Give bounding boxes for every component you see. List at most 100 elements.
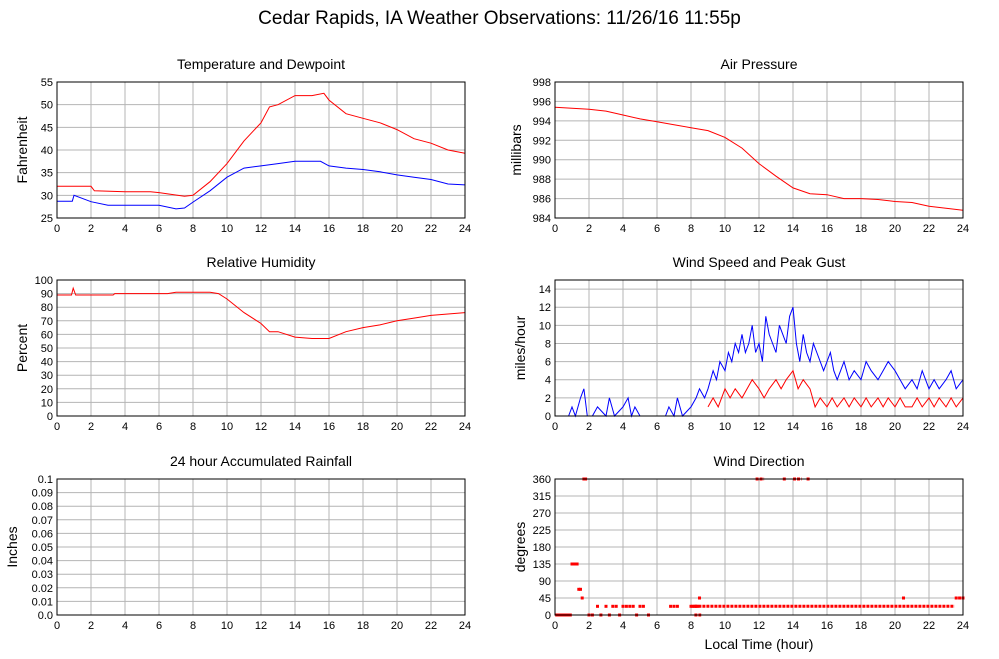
y-tick-label: 25 <box>41 213 53 225</box>
data-point <box>958 596 962 600</box>
x-tick-label: 0 <box>552 620 558 632</box>
data-point <box>954 596 958 600</box>
x-tick-label: 0 <box>54 620 60 632</box>
x-tick-label: 0 <box>552 223 558 235</box>
x-tick-label: 14 <box>289 421 301 433</box>
x-tick-label: 16 <box>821 223 833 235</box>
y-tick-label: 40 <box>41 357 53 369</box>
y-tick-label: 45 <box>41 122 53 134</box>
y-tick-label: 225 <box>533 525 551 537</box>
x-tick-label: 24 <box>957 421 969 433</box>
x-tick-label: 14 <box>787 223 799 235</box>
y-tick-label: 998 <box>533 77 551 89</box>
y-tick-label: 0.07 <box>32 515 53 527</box>
x-tick-label: 10 <box>221 421 233 433</box>
x-tick-label: 22 <box>425 421 437 433</box>
x-tick-label: 22 <box>923 223 935 235</box>
series-line-1 <box>57 160 465 210</box>
y-tick-label: 994 <box>533 116 551 128</box>
x-tick-label: 0 <box>54 223 60 235</box>
data-point <box>624 604 628 608</box>
y-tick-label: 10 <box>41 397 53 409</box>
y-tick-label: 40 <box>41 145 53 157</box>
x-tick-label: 12 <box>255 421 267 433</box>
x-tick-label: 6 <box>654 620 660 632</box>
series-line-0 <box>568 307 963 418</box>
y-tick-label: 988 <box>533 174 551 186</box>
x-tick-label: 4 <box>620 620 626 632</box>
x-tick-label: 2 <box>586 223 592 235</box>
series-line-0 <box>57 286 465 339</box>
x-tick-label: 2 <box>88 223 94 235</box>
data-point <box>604 604 608 608</box>
y-axis-label: Inches <box>4 526 20 567</box>
x-tick-label: 6 <box>156 223 162 235</box>
y-tick-label: 35 <box>41 168 53 180</box>
series-line-0 <box>57 92 465 197</box>
data-point <box>570 562 574 566</box>
x-tick-label: 8 <box>688 421 694 433</box>
x-tick-label: 20 <box>391 620 403 632</box>
x-tick-label: 4 <box>620 421 626 433</box>
data-point <box>596 604 599 608</box>
y-tick-label: 60 <box>41 329 53 341</box>
x-tick-label: 4 <box>122 223 128 235</box>
data-point <box>628 604 632 608</box>
y-tick-label: 90 <box>539 576 551 588</box>
x-tick-label: 6 <box>156 421 162 433</box>
y-tick-label: 6 <box>545 357 551 369</box>
y-axis-label: degrees <box>512 522 528 573</box>
x-tick-label: 24 <box>957 223 969 235</box>
x-tick-label: 4 <box>620 223 626 235</box>
data-point <box>573 562 577 566</box>
data-point <box>672 604 676 608</box>
y-tick-label: 0.05 <box>32 542 53 554</box>
x-tick-label: 14 <box>787 421 799 433</box>
x-tick-label: 14 <box>787 620 799 632</box>
x-tick-label: 2 <box>586 620 592 632</box>
page-title: Cedar Rapids, IA Weather Observations: 1… <box>258 8 741 29</box>
y-tick-label: 996 <box>533 96 551 108</box>
y-tick-label: 2 <box>545 393 551 405</box>
data-point <box>675 604 679 608</box>
x-tick-label: 22 <box>923 620 935 632</box>
data-point <box>691 604 695 608</box>
y-tick-label: 12 <box>539 302 551 314</box>
data-point <box>696 604 700 608</box>
x-tick-label: 6 <box>654 223 660 235</box>
chart-title: 24 hour Accumulated Rainfall <box>170 453 352 469</box>
x-tick-label: 22 <box>923 421 935 433</box>
data-point <box>579 587 582 591</box>
x-tick-label: 24 <box>459 421 471 433</box>
y-tick-label: 180 <box>533 542 551 554</box>
x-tick-label: 18 <box>357 620 369 632</box>
y-tick-label: 30 <box>41 190 53 202</box>
y-tick-label: 0.1 <box>38 474 53 486</box>
x-tick-label: 8 <box>688 223 694 235</box>
data-point <box>572 562 576 566</box>
data-point <box>692 604 696 608</box>
x-tick-label: 20 <box>889 620 901 632</box>
x-tick-label: 2 <box>586 421 592 433</box>
x-tick-label: 14 <box>289 620 301 632</box>
chart-temp: 0 2 4 6 8 10 12 14 16 18 20 22 2425303540455055Tempe… <box>14 56 471 235</box>
x-tick-label: 18 <box>357 223 369 235</box>
y-tick-label: 0 <box>545 411 551 423</box>
plot-frame <box>56 478 466 616</box>
data-point <box>694 604 698 608</box>
x-tick-label: 14 <box>289 223 301 235</box>
y-axis-label: Fahrenheit <box>14 116 30 183</box>
x-tick-label: 18 <box>357 421 369 433</box>
y-tick-label: 270 <box>533 508 551 520</box>
y-axis-label: millibars <box>508 124 524 175</box>
x-tick-label: 10 <box>719 223 731 235</box>
x-tick-label: 4 <box>122 421 128 433</box>
x-tick-label: 8 <box>688 620 694 632</box>
y-axis-label: miles/hour <box>512 315 528 380</box>
chart-humidity: 0 2 4 6 8 10 12 14 16 18 20 22 240102030405060708090… <box>14 254 471 433</box>
y-tick-label: 50 <box>41 343 53 355</box>
data-point <box>575 562 579 566</box>
chart-title: Temperature and Dewpoint <box>177 56 345 72</box>
x-tick-label: 8 <box>190 223 196 235</box>
x-tick-label: 20 <box>889 223 901 235</box>
